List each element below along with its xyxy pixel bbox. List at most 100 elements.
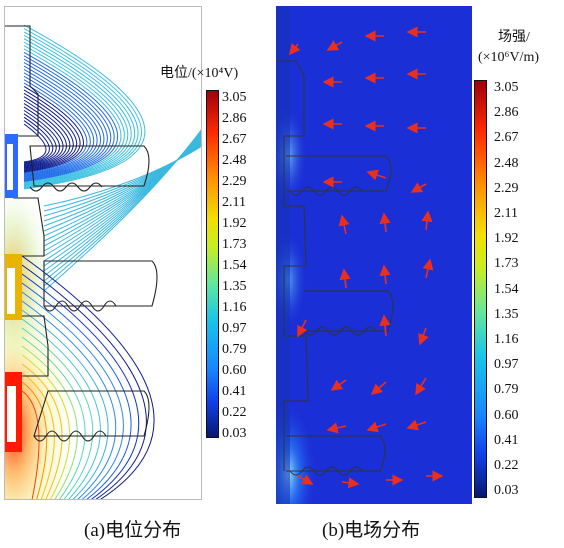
equipotential-line — [21, 372, 55, 500]
field-colorbar-tick-label: 1.73 — [494, 256, 519, 272]
equipotential-line — [23, 48, 122, 183]
equipotential-line — [23, 75, 95, 176]
equipotential-line — [23, 99, 71, 170]
electric-field-plot — [276, 6, 472, 504]
equipotential-line — [23, 116, 54, 165]
insulator-outline — [4, 25, 158, 447]
equipotential-line — [21, 390, 40, 500]
equipotential-line — [23, 89, 81, 172]
equipotential-line — [23, 24, 146, 190]
potential-colorbar-tick-label: 3.05 — [222, 90, 247, 105]
equipotential-line — [23, 86, 84, 173]
field-colorbar-tick-label: 1.54 — [494, 281, 519, 297]
field-arrow — [418, 327, 429, 346]
field-arrows — [289, 26, 444, 489]
field-colorbar-tick-label: 2.48 — [494, 155, 519, 171]
insulator-outline — [276, 60, 394, 476]
equipotential-line — [23, 34, 136, 187]
potential-colorbar-tick-label: 1.16 — [222, 300, 247, 315]
equipotential-line — [23, 92, 78, 171]
equipotential-line — [21, 282, 132, 500]
equipotential-line — [23, 113, 57, 166]
field-arrow — [297, 319, 308, 338]
potential-colorbar-title: 电位/(×10⁴V) — [160, 66, 239, 81]
equipotential-line — [21, 345, 78, 500]
equipotential-line — [21, 273, 140, 500]
equipotential-line — [21, 354, 71, 500]
field-colorbar-title-line2: (×10⁶V/m) — [478, 50, 539, 65]
potential-colorbar-tick-label: 0.22 — [222, 405, 247, 420]
field-arrow — [297, 474, 314, 485]
field-arrow — [366, 421, 387, 433]
equipotential-line — [23, 51, 119, 183]
field-colorbar-tick-label: 2.29 — [494, 180, 519, 196]
potential-colorbar-tick-label: 1.35 — [222, 279, 247, 294]
field-arrow — [338, 214, 350, 235]
field-colorbar-tick-label: 0.97 — [494, 357, 519, 373]
equipotential-line — [43, 128, 202, 292]
field-arrow — [326, 40, 343, 51]
caption-field: (b)电场分布 — [322, 520, 421, 541]
equipotential-line — [21, 318, 101, 500]
potential-colorbar-tick-label: 0.03 — [222, 426, 247, 441]
equipotential-line — [23, 41, 129, 185]
equipotential-line — [23, 55, 115, 182]
field-arrow — [379, 212, 391, 233]
potential-colorbar-tick-label: 1.54 — [222, 258, 247, 273]
equipotential-line — [21, 255, 155, 500]
field-colorbar-tick-label: 2.86 — [494, 105, 519, 121]
field-colorbar-tick-label: 1.92 — [494, 231, 519, 247]
equipotential-line — [21, 264, 147, 500]
field-arrow — [289, 43, 301, 56]
caption-potential: (a)电位分布 — [84, 520, 182, 541]
equipotential-line — [23, 58, 112, 181]
potential-contour-plot — [4, 6, 202, 500]
field-colorbar-title-line1: 场强/ — [498, 30, 530, 45]
field-arrow — [341, 477, 360, 489]
potential-colorbar-tick-label: 0.60 — [222, 363, 247, 378]
equipotential-line — [21, 381, 48, 500]
equipotential-line — [23, 79, 91, 175]
field-colorbar-tick-label: 3.05 — [494, 80, 519, 95]
field-arrow — [370, 381, 387, 396]
field-arrow — [326, 422, 347, 434]
potential-colorbar-tick-label: 2.67 — [222, 132, 247, 147]
potential-colorbar-tick-label: 1.73 — [222, 237, 247, 252]
electrode-fittings — [4, 134, 22, 452]
field-colorbar-tick-label: 0.22 — [494, 458, 519, 473]
equipotential-line — [23, 62, 108, 180]
potential-colorbar-tick-label: 2.29 — [222, 174, 247, 189]
field-colorbar-tick-label: 2.11 — [494, 206, 518, 221]
field-arrow — [406, 419, 427, 431]
equipotential-line — [23, 120, 50, 164]
equipotential-line — [23, 65, 105, 179]
potential-colorbar-tick-label: 2.48 — [222, 153, 247, 168]
potential-colorbar — [206, 90, 219, 438]
potential-colorbar-tick-label: 2.86 — [222, 111, 247, 126]
field-arrow — [422, 258, 434, 279]
field-arrow — [366, 169, 387, 181]
field-colorbar-tick-label: 1.35 — [494, 306, 519, 322]
equipotential-line — [23, 28, 142, 189]
potential-colorbar-tick-label: 2.11 — [222, 195, 246, 210]
equipotential-line — [23, 45, 125, 184]
field-colorbar-tick-label: 2.67 — [494, 130, 519, 146]
field-colorbar — [474, 80, 487, 498]
field-arrow — [410, 182, 427, 193]
potential-colorbar-tick-label: 0.41 — [222, 384, 247, 399]
field-arrow — [339, 268, 351, 289]
field-arrow — [379, 264, 391, 285]
field-colorbar-tick-label: 0.79 — [494, 382, 519, 398]
equipotential-line — [23, 72, 98, 177]
equipotential-line — [23, 96, 74, 170]
potential-colorbar-tick-label: 0.97 — [222, 321, 247, 336]
field-colorbar-tick-label: 0.41 — [494, 432, 519, 448]
field-arrow — [379, 314, 391, 337]
field-colorbar-tick-label: 0.03 — [494, 483, 519, 499]
equipotential-line — [21, 300, 117, 500]
field-arrow — [330, 379, 347, 391]
field-colorbar-tick-label: 0.60 — [494, 407, 519, 423]
equipotential-line — [23, 69, 101, 178]
potential-colorbar-tick-label: 0.79 — [222, 342, 247, 357]
equipotential-line — [23, 82, 88, 174]
